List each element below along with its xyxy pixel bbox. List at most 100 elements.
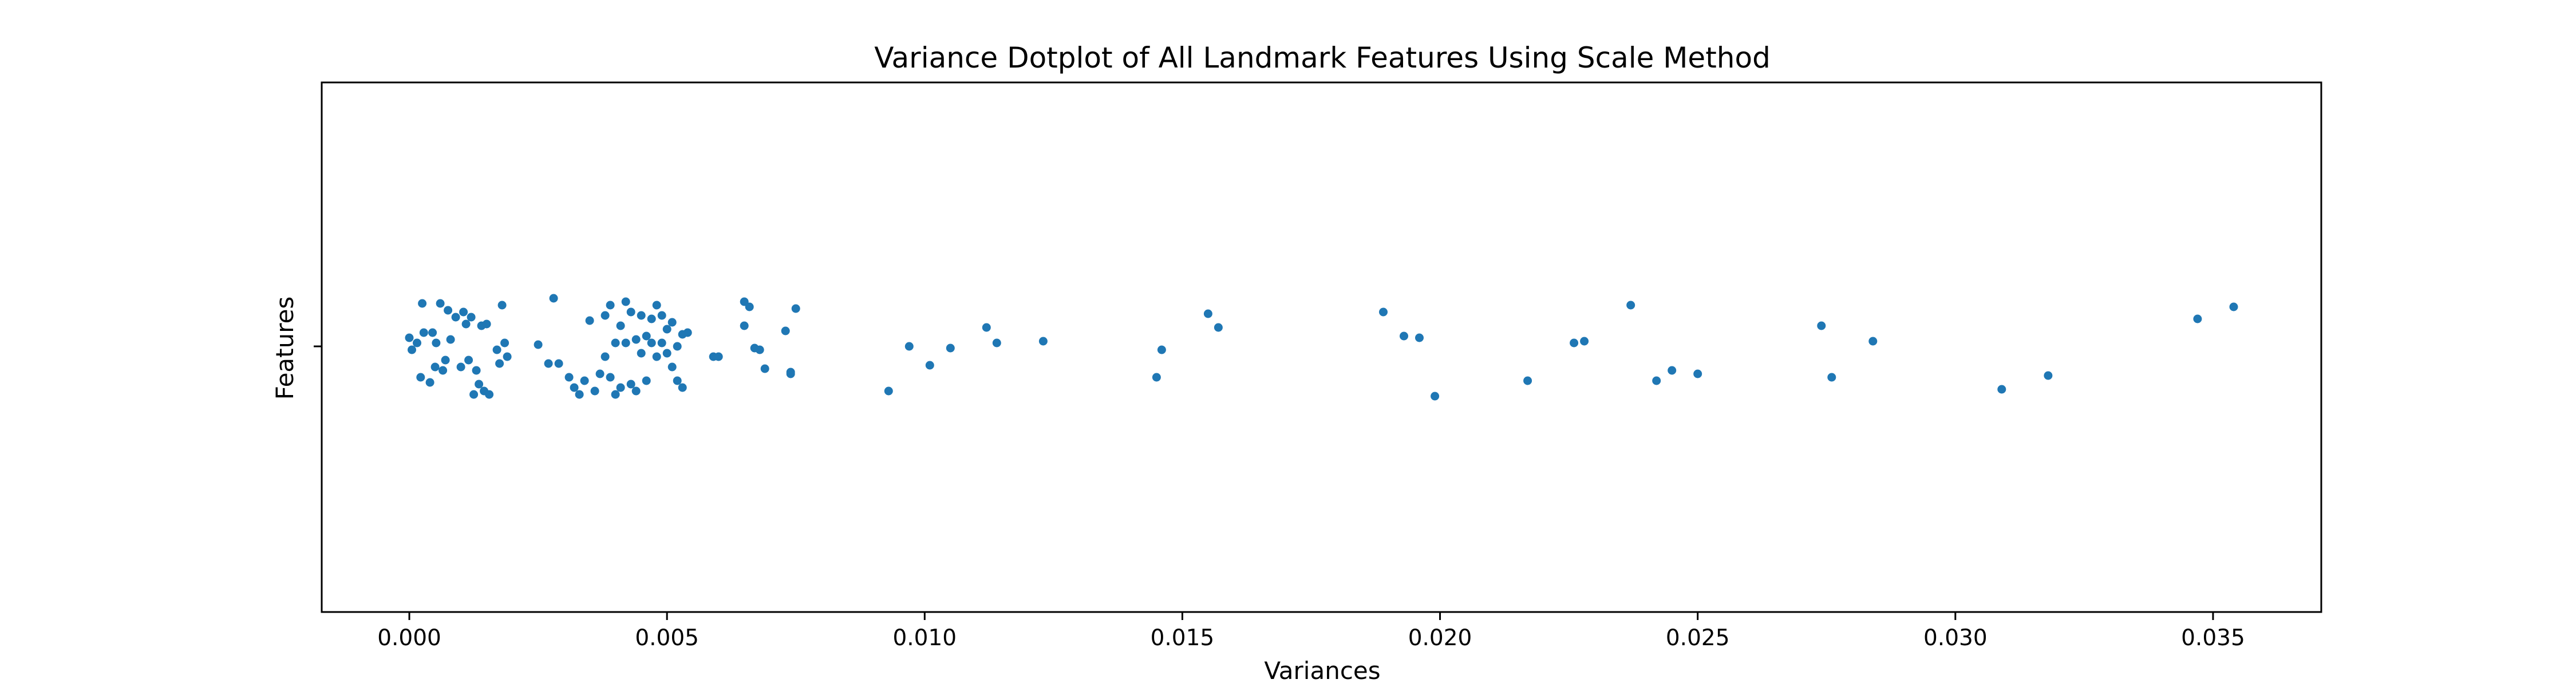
data-point — [570, 383, 579, 392]
data-point — [2044, 371, 2053, 380]
x-tick-label: 0.020 — [1408, 625, 1472, 651]
data-point — [631, 386, 641, 396]
data-point — [469, 390, 479, 399]
data-point — [564, 373, 574, 382]
data-point — [621, 297, 630, 306]
x-tick-label: 0.010 — [892, 625, 957, 651]
data-point — [657, 311, 666, 320]
data-point — [461, 319, 471, 329]
data-point — [444, 306, 453, 315]
data-point — [781, 326, 790, 335]
data-point — [456, 362, 465, 372]
data-point — [982, 323, 991, 332]
data-point — [791, 304, 800, 313]
data-point — [740, 321, 749, 330]
data-point — [485, 390, 494, 399]
data-point — [1626, 301, 1635, 310]
data-point — [652, 301, 661, 310]
data-point — [600, 352, 610, 361]
data-point — [621, 338, 630, 348]
data-point — [642, 331, 651, 341]
data-point — [575, 390, 584, 399]
data-point — [451, 313, 460, 322]
y-axis-label: Features — [271, 297, 299, 400]
data-point — [500, 338, 509, 348]
data-point — [1400, 331, 1408, 341]
data-point — [606, 301, 615, 310]
data-point — [590, 386, 599, 396]
data-point — [497, 301, 507, 310]
data-point — [1827, 373, 1836, 382]
data-point — [554, 359, 563, 368]
data-point — [416, 373, 425, 382]
data-point — [662, 349, 671, 358]
data-point — [1523, 376, 1532, 385]
data-point — [925, 361, 934, 370]
data-point — [544, 359, 553, 368]
data-point — [1431, 392, 1440, 401]
data-point — [2193, 314, 2202, 323]
data-point — [436, 299, 445, 308]
data-point — [786, 369, 795, 378]
data-point — [475, 380, 484, 389]
data-point — [642, 376, 651, 385]
data-point — [1668, 366, 1677, 375]
data-point — [585, 316, 594, 325]
data-point — [595, 369, 605, 378]
data-point — [600, 311, 610, 320]
data-point — [2229, 302, 2238, 311]
data-point — [1379, 307, 1388, 317]
data-point — [637, 311, 646, 320]
data-point — [1652, 376, 1661, 385]
x-tick-label: 0.000 — [377, 625, 441, 651]
x-tick-label: 0.025 — [1666, 625, 1730, 651]
data-point — [1152, 373, 1161, 382]
data-point — [492, 345, 501, 354]
data-point — [1817, 321, 1826, 330]
data-point — [611, 338, 620, 348]
data-point — [1038, 337, 1048, 346]
x-axis-ticks: 0.000 0.005 0.010 0.015 0.020 0.025 0.030 0.035 — [377, 612, 2245, 651]
x-tick-label: 0.035 — [2181, 625, 2245, 651]
x-tick-label: 0.030 — [1923, 625, 1988, 651]
data-point — [472, 366, 481, 375]
data-point — [418, 299, 427, 308]
data-point — [413, 338, 421, 348]
data-point — [408, 345, 416, 354]
data-point — [626, 380, 635, 389]
data-point — [626, 307, 635, 317]
data-point — [1580, 337, 1589, 346]
data-point — [1570, 338, 1579, 348]
data-point — [495, 359, 504, 368]
chart-title: Variance Dotplot of All Landmark Feature… — [874, 41, 1771, 74]
data-point — [678, 383, 687, 392]
data-point — [1997, 385, 2006, 394]
data-point — [616, 321, 625, 330]
data-point — [467, 313, 476, 322]
x-axis-label: Variances — [1264, 657, 1380, 685]
data-point — [1693, 369, 1702, 378]
data-point — [946, 344, 955, 353]
data-point — [647, 338, 656, 348]
data-point — [647, 314, 656, 323]
x-tick-label: 0.005 — [635, 625, 699, 651]
data-point — [1415, 333, 1424, 342]
data-point — [667, 318, 677, 327]
data-point — [430, 362, 440, 372]
data-point — [580, 376, 589, 385]
data-point — [652, 352, 661, 361]
data-point — [673, 342, 682, 351]
data-point — [425, 378, 434, 387]
data-point — [534, 340, 543, 349]
data-point — [611, 390, 620, 399]
data-point — [657, 338, 666, 348]
x-tick-label: 0.015 — [1151, 625, 1215, 651]
data-point — [438, 366, 448, 375]
data-point — [1157, 345, 1166, 354]
data-point — [1203, 309, 1212, 318]
plot-area — [405, 294, 2238, 401]
data-point — [745, 302, 754, 311]
data-point — [459, 307, 468, 317]
